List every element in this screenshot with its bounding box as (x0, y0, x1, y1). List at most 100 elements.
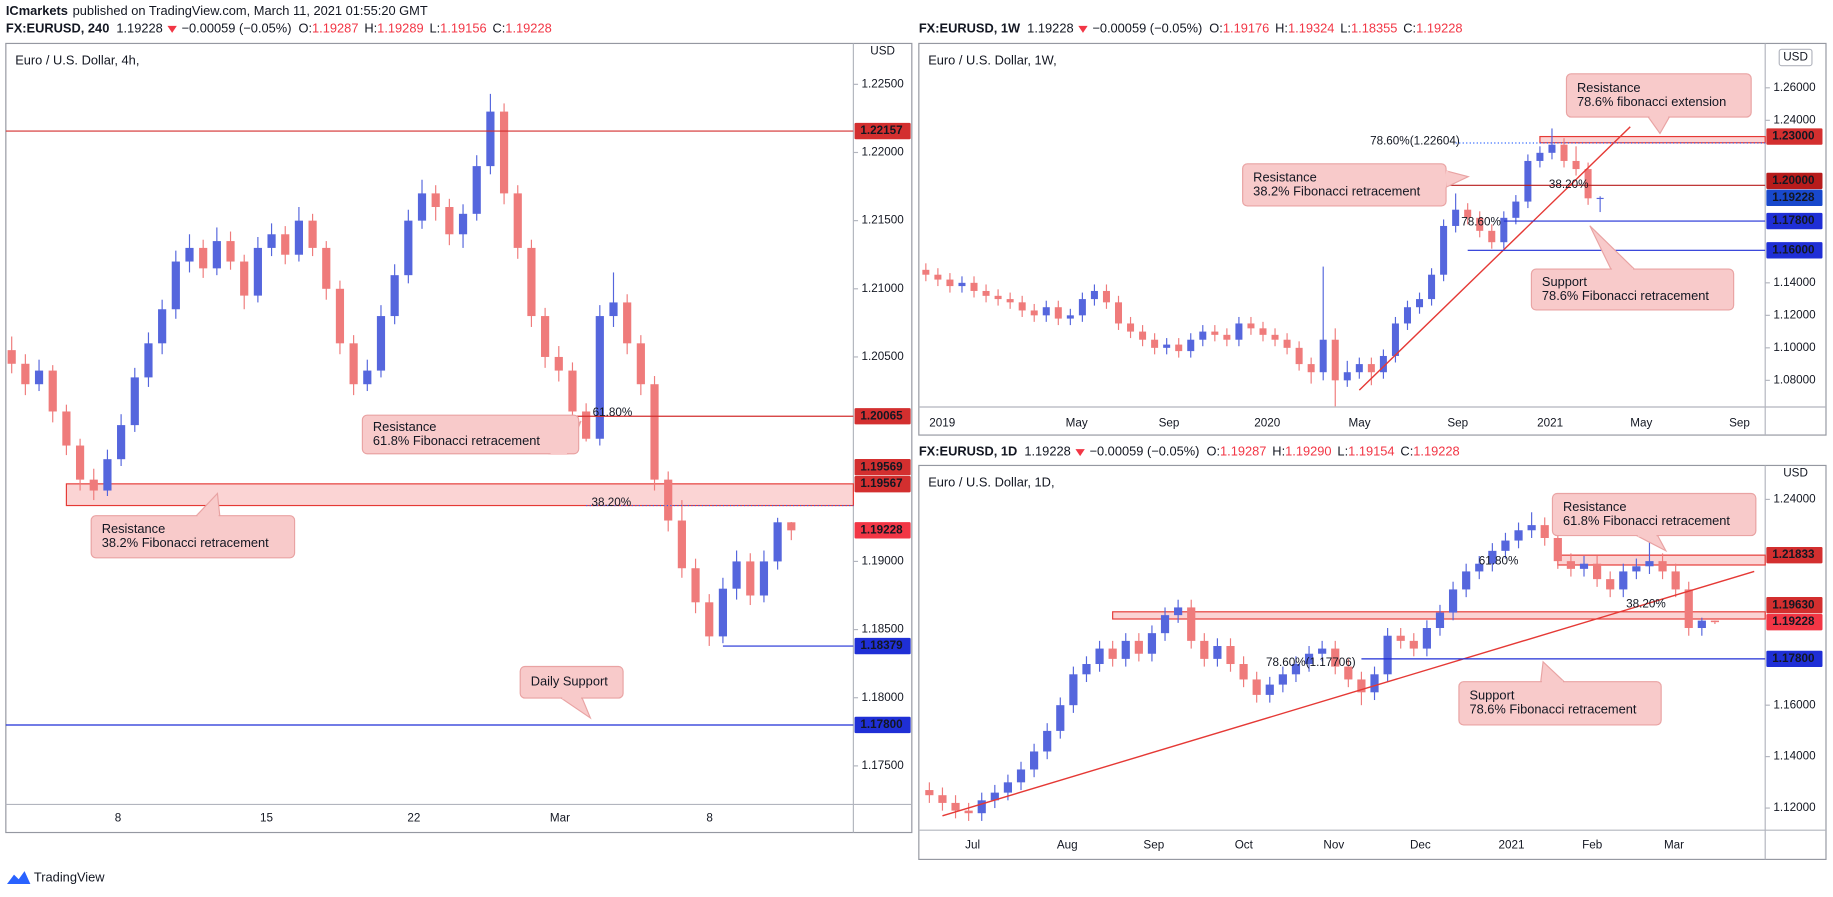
candle-body (21, 363, 30, 385)
change: −0.00059 (−0.05%) (1092, 21, 1202, 36)
candle-body (1409, 640, 1418, 649)
candle-body (934, 274, 942, 280)
y-tick-label: 1.12000 (1773, 308, 1816, 321)
candle-body (1428, 274, 1436, 300)
candle-body (677, 520, 686, 569)
candle-body (1187, 607, 1196, 641)
candle-body (1710, 620, 1720, 623)
price-badge (1766, 128, 1823, 145)
ohlc-value: 1.19154 (1348, 444, 1394, 459)
ohlc-label: O: (1206, 444, 1220, 459)
trendline (942, 570, 1755, 817)
candle-body (1069, 674, 1078, 706)
candle-body (62, 411, 71, 446)
symbol: FX:EURUSD, 1D (919, 444, 1017, 459)
candle-body (732, 561, 741, 589)
candle-body (1462, 571, 1471, 590)
candle-body (1318, 648, 1327, 654)
price-badge (854, 122, 911, 140)
down-arrow (1078, 25, 1088, 33)
x-tick-label: Aug (1057, 838, 1078, 851)
candle-body (1304, 653, 1314, 665)
candle-body (1553, 537, 1562, 562)
candle-body (1452, 209, 1460, 226)
candle-body (705, 602, 714, 637)
candle-body (1572, 160, 1580, 170)
fib-label: 61.80% (593, 406, 633, 419)
fib-label: 61.80% (1479, 554, 1519, 567)
candle-body (1283, 339, 1291, 348)
y-tick-label: 1.14000 (1773, 276, 1816, 289)
price-badge-label: 1.18379 (860, 639, 903, 652)
candle-body (1379, 355, 1387, 373)
candle-body (1114, 302, 1123, 324)
candle-body (970, 282, 978, 291)
candle-body (1054, 307, 1062, 319)
candle-body (1357, 679, 1366, 693)
last-price: 1.19228 (1027, 21, 1073, 36)
candle-body (1043, 730, 1052, 752)
price-badge-label: 1.22157 (860, 124, 902, 137)
price-badge (1766, 597, 1823, 614)
candle-body (267, 234, 276, 248)
callout-text: Resistance (1253, 169, 1317, 184)
candle-body (1211, 331, 1219, 335)
candle-body (48, 370, 57, 412)
callout-box (90, 515, 296, 559)
candle-body (89, 479, 98, 491)
price-badge-label: 1.20065 (860, 409, 903, 422)
ohlc-value: 1.19228 (1416, 21, 1462, 36)
candle-body (513, 193, 522, 248)
x-tick-label: Nov (1323, 838, 1344, 851)
y-tick-label: 1.14000 (1773, 750, 1816, 763)
candle-body (1524, 160, 1532, 202)
price-badge (854, 522, 911, 539)
ohlc-value: 1.19156 (440, 21, 486, 36)
ohlc-value: 1.19290 (1285, 444, 1331, 459)
currency-box (1778, 48, 1813, 67)
candle-body (1440, 225, 1448, 275)
candle-body (1226, 646, 1235, 665)
candle-body (1606, 579, 1615, 590)
x-tick-label: Feb (1582, 838, 1603, 851)
ohlc-label: H: (1272, 444, 1285, 459)
price-badge-label: 1.19228 (1772, 615, 1815, 628)
candle-body (75, 445, 85, 480)
x-tick-label: Oct (1235, 838, 1254, 851)
publisher-text: published on TradingView.com, March 11, … (73, 3, 428, 18)
price-badge (1766, 172, 1823, 190)
candle-body (1579, 563, 1589, 569)
candle-body (253, 247, 262, 296)
candle-body (472, 166, 481, 214)
candle-body (1030, 310, 1038, 316)
candle-body (1391, 323, 1399, 356)
ohlc-label: C: (492, 21, 505, 36)
candle-body (7, 350, 16, 364)
price-badge-label: 1.17800 (1772, 214, 1815, 227)
candle-body (1596, 197, 1604, 200)
callout-text: 38.2% Fibonacci retracement (102, 535, 269, 550)
panel-border (918, 464, 1827, 860)
candle-body (636, 343, 645, 385)
candle-body (1697, 620, 1706, 629)
callout-text: 38.2% Fibonacci retracement (1253, 183, 1420, 198)
candle-body (240, 261, 249, 296)
candle-body (1056, 705, 1065, 731)
candle-body (1271, 334, 1279, 340)
panel-border (5, 42, 913, 834)
y-tick-label: 1.10000 (1773, 341, 1816, 354)
candle-body (938, 795, 947, 803)
x-tick-label: 2019 (929, 416, 955, 429)
candle-body (1488, 230, 1496, 243)
candle-body (1174, 607, 1183, 616)
y-tick-label: 1.18000 (862, 691, 905, 704)
price-badge-label: 1.16000 (1772, 243, 1815, 256)
candle-body (1295, 347, 1303, 365)
candle-body (1247, 323, 1255, 329)
x-tick-label: May (1066, 416, 1088, 429)
candle-body (773, 522, 782, 562)
candle-body (1500, 217, 1508, 243)
candle-body (718, 588, 728, 637)
